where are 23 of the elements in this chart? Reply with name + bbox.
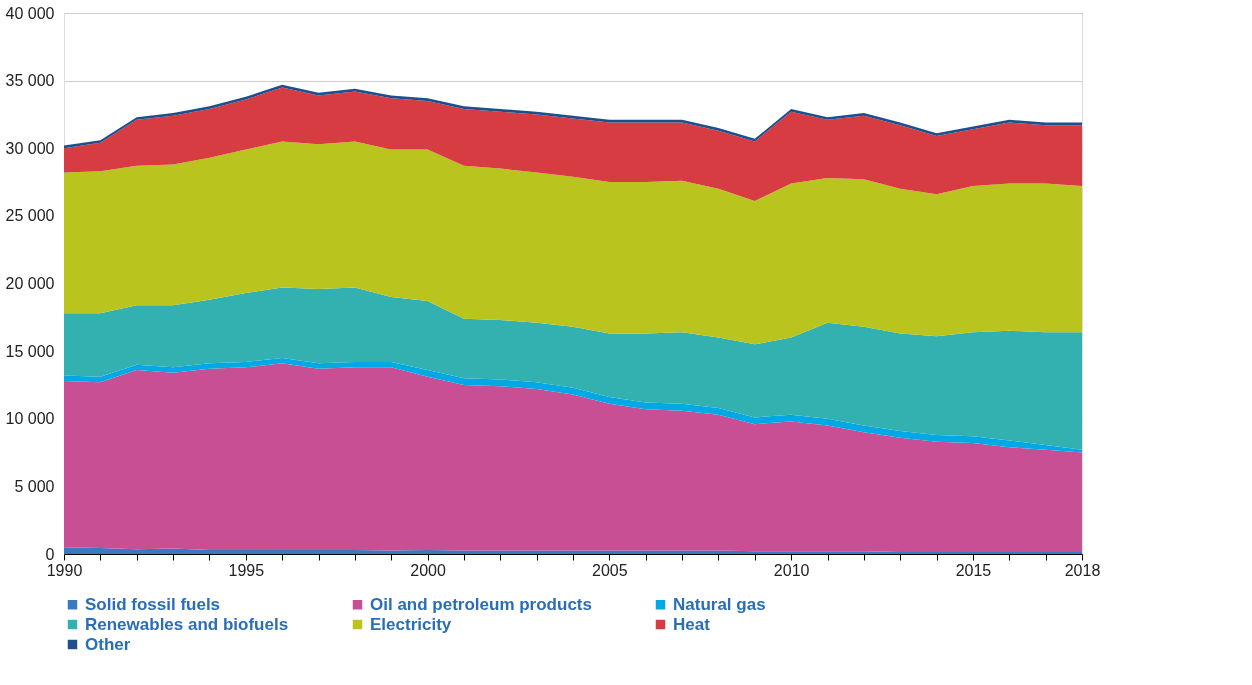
x-tick-label: 2000 [410,561,446,579]
legend-label: Heat [673,614,711,634]
y-tick-label: 10 000 [5,410,55,428]
x-tick-label: 2005 [592,561,628,579]
legend-label: Natural gas [673,594,766,614]
legend-label: Electricity [370,614,452,634]
x-tick-label: 2015 [955,561,992,579]
x-tick-label: 2018 [1064,561,1101,579]
y-tick-label: 0 [45,545,55,563]
legend-label: Oil and petroleum products [370,594,592,614]
x-tick-label: 1995 [228,561,265,579]
y-tick-label: 25 000 [5,207,55,225]
y-tick-label: 20 000 [5,275,55,292]
x-tick-label: 1990 [46,561,83,579]
y-tick-label: 30 000 [5,139,55,157]
legend-label: Renewables and biofuels [85,614,289,634]
x-tick-label: 2010 [773,561,810,579]
y-tick-label: 40 000 [5,4,55,22]
y-tick-label: 35 000 [5,72,55,90]
legend-label: Solid fossil fuels [85,594,221,614]
y-tick-label: 15 000 [5,342,55,360]
y-tick-label: 5 000 [14,477,55,495]
legend-label: Other [85,634,131,654]
